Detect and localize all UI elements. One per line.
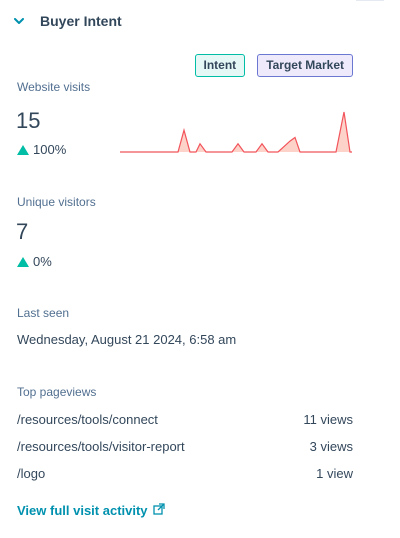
pageview-count: 3 views [309, 439, 353, 454]
last-seen-label: Last seen [17, 306, 70, 320]
unique-visitors-value: 7 [16, 219, 29, 244]
pageview-path[interactable]: /resources/tools/visitor-report [17, 439, 185, 454]
view-full-visit-activity-label: View full visit activity [17, 503, 148, 518]
website-visits-label: Website visits [17, 80, 91, 94]
unique-visitors-change-value: 0% [33, 254, 52, 269]
section-header-toggle[interactable]: Buyer Intent [12, 13, 122, 29]
last-seen-value: Wednesday, August 21 2024, 6:58 am [17, 332, 237, 347]
external-link-icon [152, 503, 165, 518]
list-item: /resources/tools/visitor-report 3 views [17, 439, 353, 454]
website-visits-value: 15 [16, 108, 41, 133]
sparkline-line [120, 111, 352, 153]
trend-up-icon [17, 144, 29, 155]
pageview-path[interactable]: /resources/tools/connect [17, 412, 158, 427]
unique-visitors-change: 0% [17, 254, 52, 269]
pageview-count: 11 views [303, 412, 353, 427]
list-item: /logo 1 view [17, 466, 353, 481]
list-item: /resources/tools/connect 11 views [17, 412, 353, 427]
section-title: Buyer Intent [40, 13, 122, 29]
website-visits-change: 100% [17, 142, 66, 157]
intent-tag: Intent [194, 54, 246, 77]
sparkline-area [120, 112, 352, 152]
pageview-count: 1 view [316, 466, 353, 481]
divider [356, 0, 384, 1]
pageview-path[interactable]: /logo [17, 466, 46, 481]
top-pageviews-label: Top pageviews [17, 385, 97, 399]
view-full-visit-activity-link[interactable]: View full visit activity [17, 503, 165, 518]
website-visits-change-value: 100% [33, 142, 67, 157]
website-visits-sparkline [120, 111, 352, 153]
trend-up-icon [17, 256, 29, 267]
unique-visitors-label: Unique visitors [17, 195, 96, 209]
chevron-down-icon[interactable] [12, 14, 26, 28]
intent-tags: Intent Target Market [194, 54, 353, 77]
target-market-tag: Target Market [257, 54, 353, 77]
